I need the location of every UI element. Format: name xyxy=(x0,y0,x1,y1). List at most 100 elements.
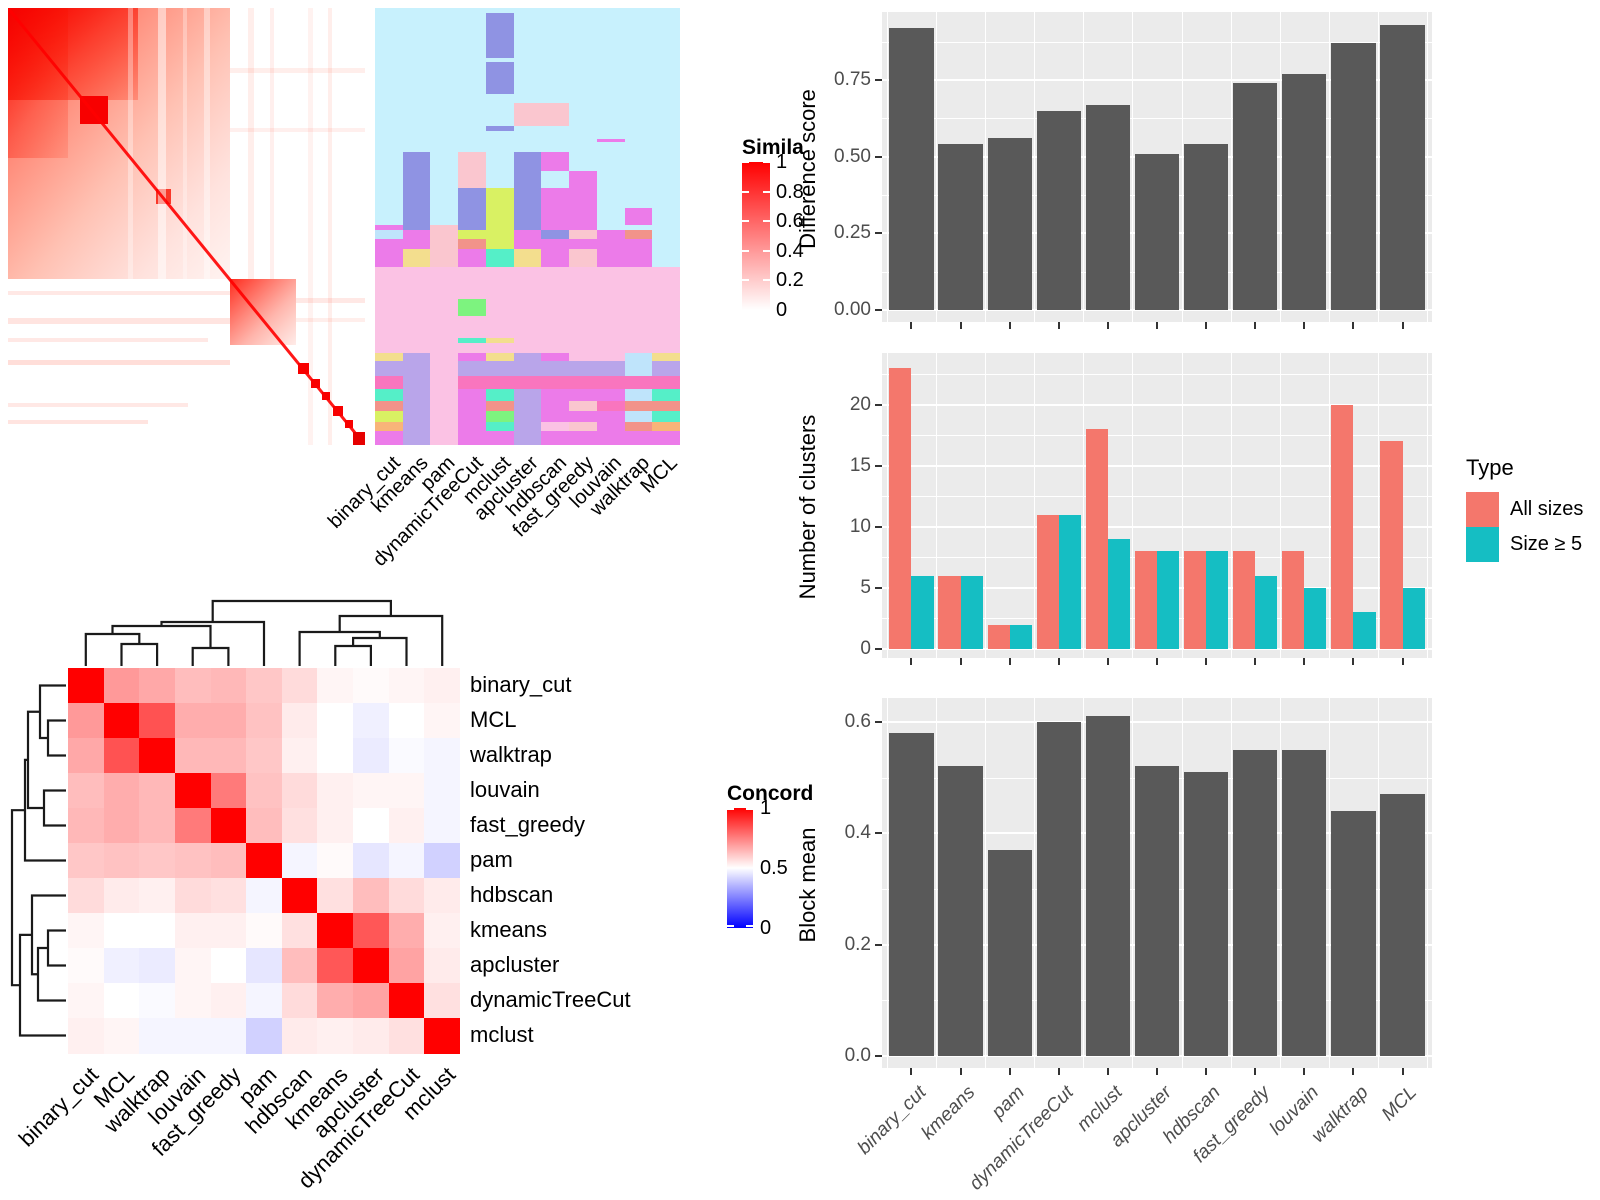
membership-cell xyxy=(375,389,403,401)
membership-cell xyxy=(513,126,542,132)
membership-cell xyxy=(513,102,542,127)
membership-cell xyxy=(430,151,459,172)
membership-cell xyxy=(402,61,431,94)
membership-cell xyxy=(430,316,459,338)
membership-cell xyxy=(485,188,514,208)
concordance-cell xyxy=(281,703,318,739)
concordance-cell xyxy=(246,983,283,1019)
membership-cell xyxy=(485,353,514,362)
concordance-cell xyxy=(246,808,283,844)
membership-band xyxy=(375,316,681,338)
concordance-cell xyxy=(139,843,176,879)
membership-cell xyxy=(485,224,514,231)
n-clusters-bar-size-5-mclust xyxy=(1107,539,1130,649)
block-mean-bar-kmeans xyxy=(938,766,983,1056)
n-clusters-ytick-label: 0 xyxy=(860,638,871,659)
membership-cell xyxy=(513,361,542,377)
concordance-cell xyxy=(317,948,354,984)
concordance-cell xyxy=(139,913,176,949)
membership-cell xyxy=(569,230,597,239)
membership-cell xyxy=(596,61,625,94)
block-mean-ytick-label: 0.4 xyxy=(844,822,871,844)
membership-cell xyxy=(458,249,486,267)
membership-cell xyxy=(430,353,459,362)
concordance-cell xyxy=(139,983,176,1019)
membership-cell xyxy=(485,126,514,132)
membership-band xyxy=(375,353,681,362)
concordance-cell xyxy=(68,948,105,984)
membership-cell xyxy=(402,58,431,62)
concordance-cell xyxy=(103,983,140,1019)
membership-cell xyxy=(430,389,459,401)
n-clusters-gridline-vertical xyxy=(1132,353,1134,658)
concordance-cell xyxy=(174,703,212,739)
membership-cell xyxy=(596,389,625,401)
n-clusters-ytick-label: 15 xyxy=(849,454,871,476)
block-mean-gridline-vertical xyxy=(1328,698,1330,1068)
legend-tick-dash xyxy=(727,808,734,810)
membership-cell xyxy=(430,171,459,189)
membership-cell xyxy=(624,400,653,412)
membership-band xyxy=(375,61,681,94)
membership-cell xyxy=(624,230,653,239)
row-dendrogram xyxy=(10,684,66,1037)
membership-cell xyxy=(402,400,431,412)
membership-cell xyxy=(485,316,514,338)
membership-band xyxy=(375,151,681,172)
membership-cell xyxy=(569,131,597,140)
membership-cell xyxy=(569,58,597,62)
difference-score-ytick-label: 0.75 xyxy=(834,68,871,90)
membership-cell xyxy=(402,93,431,103)
concordance-cell xyxy=(317,878,354,914)
membership-cell xyxy=(569,171,597,189)
membership-cell xyxy=(485,102,514,127)
concordance-cell xyxy=(210,1018,247,1054)
membership-cell xyxy=(652,8,681,14)
membership-cell xyxy=(513,224,542,231)
membership-cell xyxy=(375,13,403,59)
block-mean-xtick-mark xyxy=(1057,1068,1060,1075)
difference-score-bar-binary_cut xyxy=(889,27,934,310)
membership-cell xyxy=(513,207,542,225)
membership-cell xyxy=(596,93,625,103)
membership-cell xyxy=(569,93,597,103)
legend-tick-dash xyxy=(746,925,753,927)
membership-cell xyxy=(541,353,570,362)
membership-cell xyxy=(624,141,653,152)
concordance-cell xyxy=(103,878,140,914)
membership-cell xyxy=(485,361,514,377)
n-clusters-gridline-vertical xyxy=(1427,353,1429,658)
membership-cell xyxy=(652,342,681,354)
difference-score-gridline-major xyxy=(882,309,1432,311)
membership-cell xyxy=(624,249,653,267)
membership-cell xyxy=(513,188,542,208)
concordance-cell xyxy=(281,983,318,1019)
membership-cell xyxy=(402,353,431,362)
membership-band xyxy=(375,171,681,189)
membership-cell xyxy=(541,58,570,62)
membership-cell xyxy=(569,126,597,132)
membership-cell xyxy=(375,400,403,412)
concordance-cell xyxy=(388,878,425,914)
concordance-cell xyxy=(210,843,247,879)
n-clusters-bar-size-5-louvain xyxy=(1304,587,1327,649)
membership-cell xyxy=(596,376,625,390)
membership-cell xyxy=(513,8,542,14)
membership-cell xyxy=(485,151,514,172)
n-clusters-xtick-mark xyxy=(1303,658,1306,665)
n-clusters-gridline-minor xyxy=(882,496,1432,498)
membership-cell xyxy=(569,249,597,267)
n-clusters-gridline-vertical xyxy=(1328,353,1330,658)
concordance-cell xyxy=(68,913,105,949)
block-mean-gridline-vertical xyxy=(1377,698,1379,1068)
concordance-cell xyxy=(246,843,283,879)
concordance-legend-tick-label: 0.5 xyxy=(760,857,788,879)
n-clusters-bar-all-sizes-walktrap xyxy=(1331,404,1354,649)
block-mean-xtick-mark xyxy=(1254,1068,1257,1075)
membership-cell xyxy=(569,376,597,390)
difference-score-ytick-label: 0.00 xyxy=(834,299,871,320)
concordance-legend-gradient xyxy=(727,808,753,928)
n-clusters-bar-all-sizes-fast_greedy xyxy=(1233,551,1256,649)
membership-band xyxy=(375,430,681,445)
membership-cell xyxy=(485,58,514,62)
